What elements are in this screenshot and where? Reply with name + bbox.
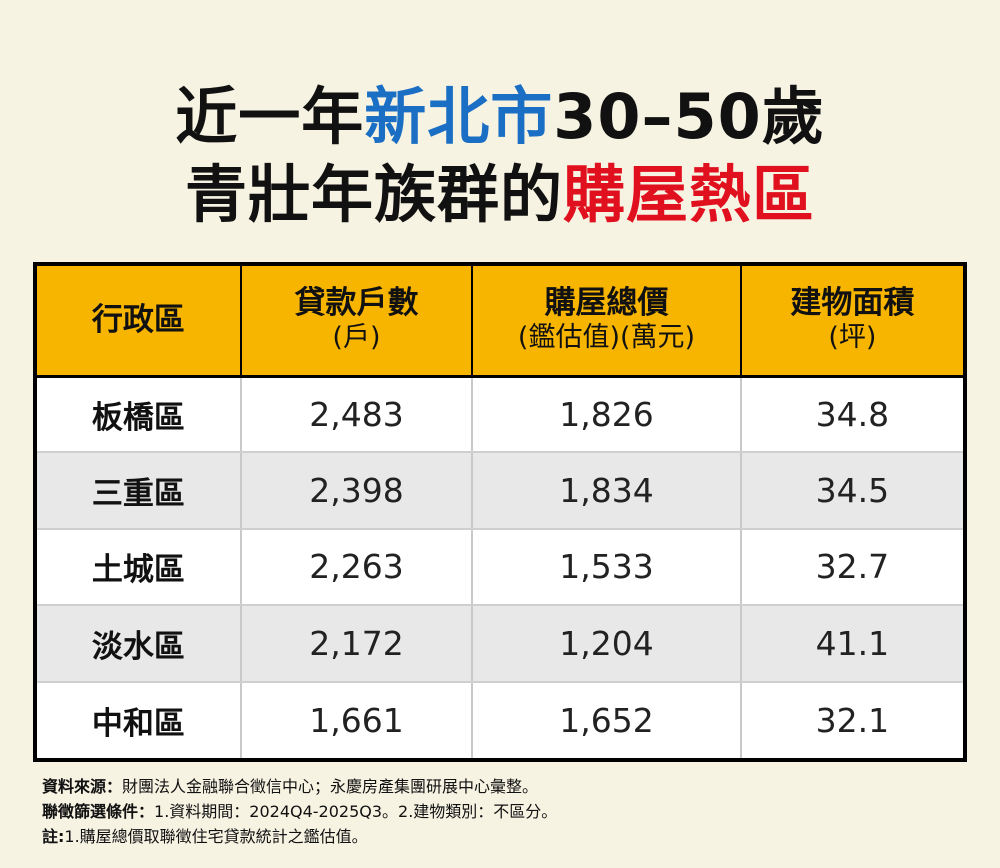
cell-loan-count: 2,398 <box>240 452 474 530</box>
title-text: 近一年 <box>175 80 365 153</box>
filter-note: 聯徵篩選條件：1.資料期間：2024Q4-2025Q3。2.建物類別：不區分。 <box>42 799 557 824</box>
cell-area: 41.1 <box>740 605 963 683</box>
header-unit: (戶) <box>332 322 381 354</box>
remark-text: 1.購屋總價取聯徵住宅貸款統計之鑑估值。 <box>64 827 368 846</box>
source-label: 資料來源： <box>42 777 123 796</box>
cell-total-price: 1,826 <box>472 376 742 454</box>
header-area: 建物面積 (坪) <box>740 266 963 378</box>
header-label: 購屋總價 <box>544 285 669 322</box>
cell-area: 34.8 <box>740 376 963 454</box>
cell-total-price: 1,204 <box>472 605 742 683</box>
source-note: 資料來源：財團法人金融聯合徵信中心；永慶房產集團研展中心彙整。 <box>42 774 557 799</box>
cell-loan-count: 2,263 <box>240 528 474 607</box>
cell-area: 32.7 <box>740 528 963 607</box>
title-highlight-city: 新北市 <box>364 80 554 153</box>
cell-district: 中和區 <box>37 681 242 758</box>
cell-loan-count: 1,661 <box>240 681 474 758</box>
filter-text: 1.資料期間：2024Q4-2025Q3。2.建物類別：不區分。 <box>154 802 558 821</box>
table-row: 土城區 2,263 1,533 32.7 <box>37 528 963 607</box>
table-header-row: 行政區 貸款戶數 (戶) 購屋總價 (鑑估值)(萬元) 建物面積 (坪) <box>37 266 963 378</box>
header-label: 行政區 <box>91 302 185 339</box>
data-table: 行政區 貸款戶數 (戶) 購屋總價 (鑑估值)(萬元) 建物面積 (坪) 板橋區 2,… <box>37 266 963 758</box>
title-line-1: 近一年新北市30–50歲 <box>0 78 1000 156</box>
source-text: 財團法人金融聯合徵信中心；永慶房產集團研展中心彙整。 <box>122 777 539 796</box>
header-label: 貸款戶數 <box>294 285 419 322</box>
title-text: 青壯年族群的 <box>184 158 563 231</box>
cell-total-price: 1,533 <box>472 528 742 607</box>
cell-total-price: 1,834 <box>472 452 742 530</box>
title-block: 近一年新北市30–50歲 青壯年族群的購屋熱區 <box>0 78 1000 234</box>
title-highlight-hotspot: 購屋熱區 <box>563 158 816 231</box>
cell-district: 土城區 <box>37 528 242 607</box>
cell-district: 板橋區 <box>37 376 242 454</box>
cell-area: 34.5 <box>740 452 963 530</box>
header-district: 行政區 <box>37 266 242 378</box>
header-unit: (坪) <box>828 322 877 354</box>
cell-district: 三重區 <box>37 452 242 530</box>
title-text: 30–50歲 <box>553 80 825 153</box>
table-row: 中和區 1,661 1,652 32.1 <box>37 681 963 758</box>
header-total-price: 購屋總價 (鑑估值)(萬元) <box>472 266 742 378</box>
table-row: 淡水區 2,172 1,204 41.1 <box>37 605 963 683</box>
header-unit: (鑑估值)(萬元) <box>517 322 696 354</box>
footnotes: 資料來源：財團法人金融聯合徵信中心；永慶房產集團研展中心彙整。 聯徵篩選條件：1… <box>42 774 557 849</box>
cell-district: 淡水區 <box>37 605 242 683</box>
header-label: 建物面積 <box>790 285 915 322</box>
cell-loan-count: 2,172 <box>240 605 474 683</box>
cell-total-price: 1,652 <box>472 681 742 758</box>
remark-note: 註:1.購屋總價取聯徵住宅貸款統計之鑑估值。 <box>42 824 557 849</box>
table-row: 板橋區 2,483 1,826 34.8 <box>37 376 963 454</box>
remark-label: 註: <box>42 827 65 846</box>
title-line-2: 青壯年族群的購屋熱區 <box>0 156 1000 234</box>
cell-area: 32.1 <box>815 700 890 740</box>
header-loan-count: 貸款戶數 (戶) <box>240 266 474 378</box>
cell-loan-count: 2,483 <box>240 376 474 454</box>
table-row: 三重區 2,398 1,834 34.5 <box>37 452 963 530</box>
data-table-wrapper: 行政區 貸款戶數 (戶) 購屋總價 (鑑估值)(萬元) 建物面積 (坪) 板橋區 2,… <box>33 262 967 762</box>
filter-label: 聯徵篩選條件： <box>42 802 155 821</box>
